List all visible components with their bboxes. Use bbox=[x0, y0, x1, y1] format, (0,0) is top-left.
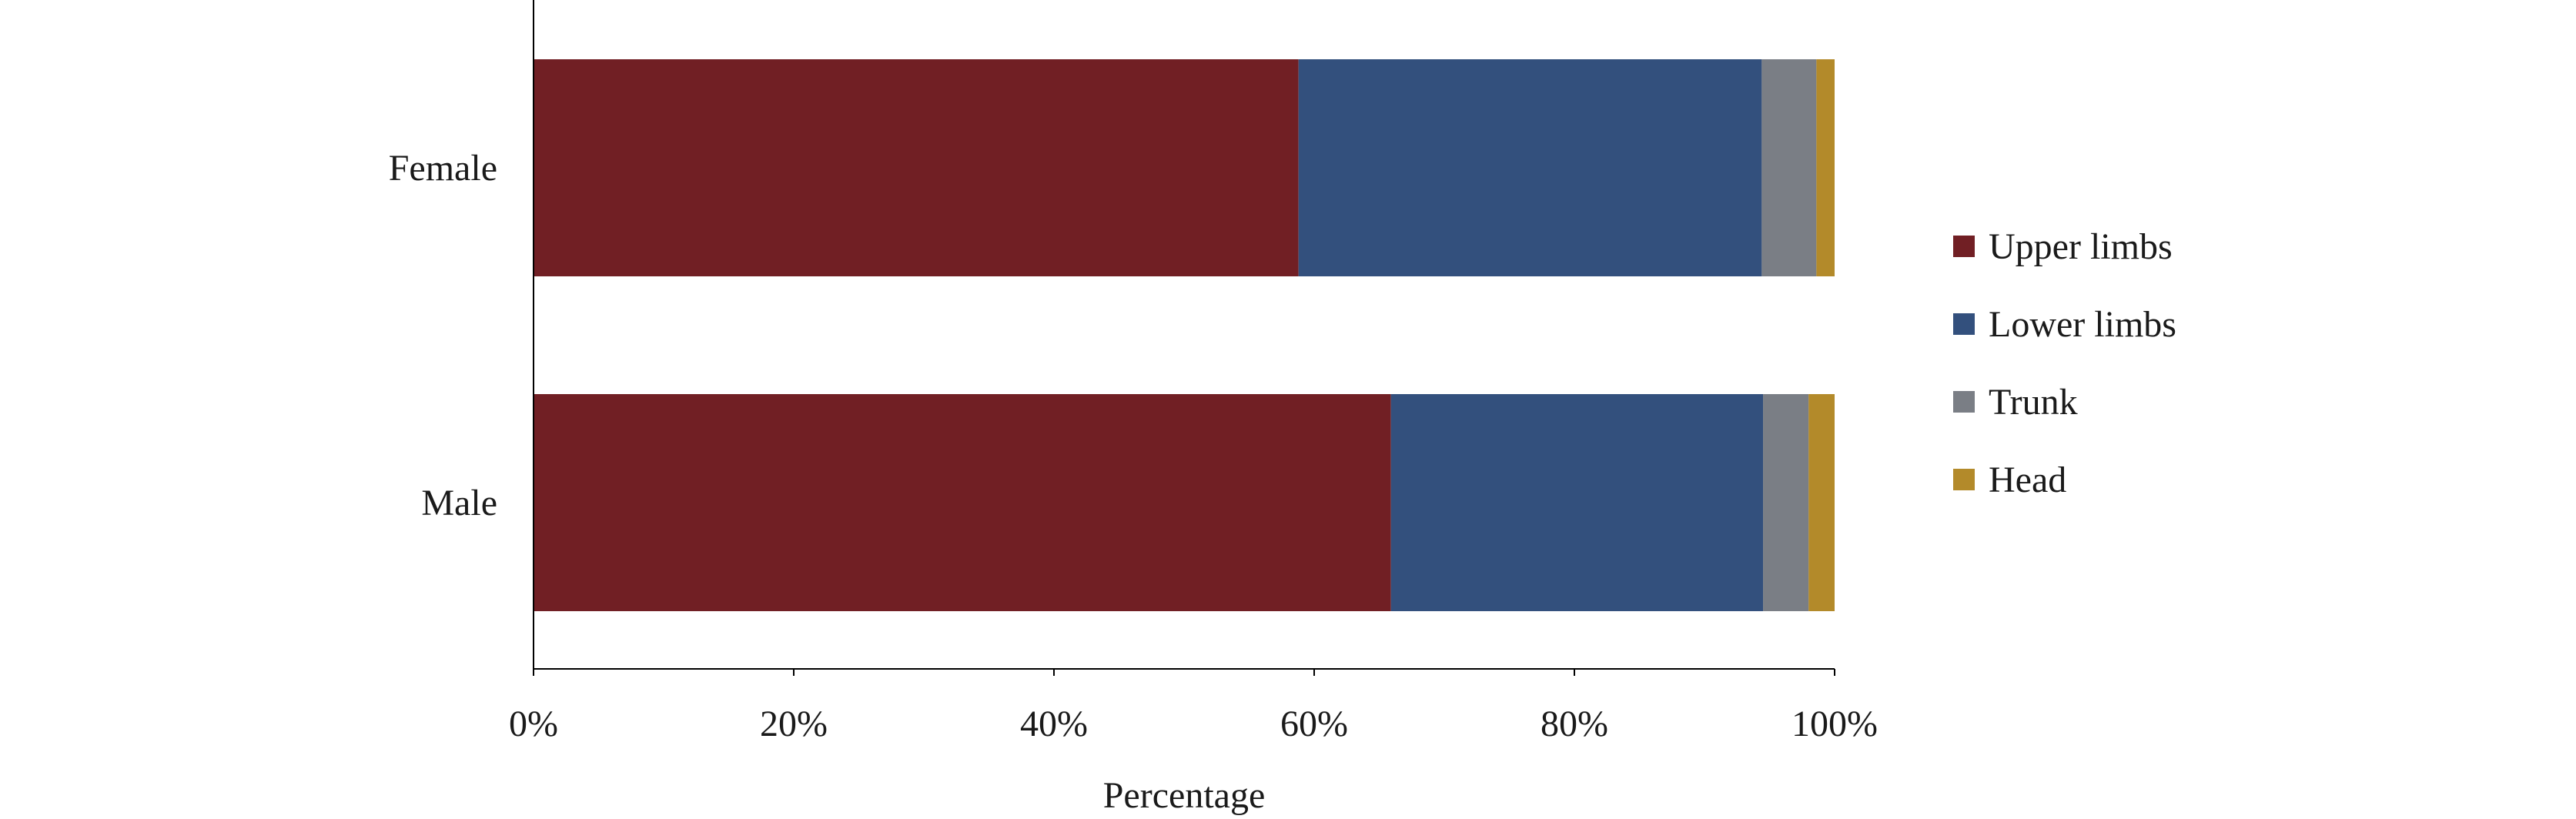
x-tick-label-80: 80% bbox=[1541, 704, 1608, 744]
bar-female-lower-limbs bbox=[1298, 59, 1762, 276]
bar-male-trunk bbox=[1763, 394, 1809, 611]
x-axis-title: Percentage bbox=[1103, 775, 1266, 816]
bar-female-trunk bbox=[1761, 59, 1817, 276]
category-label-female: Female bbox=[389, 148, 497, 189]
category-labels: Female Male bbox=[389, 148, 497, 523]
x-tick-label-100: 100% bbox=[1791, 704, 1878, 744]
x-axis-ticks: 0% 20% 40% 60% 80% 100% bbox=[509, 669, 1878, 744]
category-label-male: Male bbox=[421, 483, 497, 523]
bar-female-head bbox=[1816, 59, 1835, 276]
legend-swatch-trunk bbox=[1953, 391, 1975, 413]
bars-layer bbox=[534, 59, 1835, 611]
legend-swatch-lower-limbs bbox=[1953, 313, 1975, 335]
legend-label-upper-limbs: Upper limbs bbox=[1989, 226, 2173, 267]
legend-swatch-upper-limbs bbox=[1953, 236, 1975, 257]
x-tick-label-20: 20% bbox=[760, 704, 828, 744]
legend: Upper limbs Lower limbs Trunk Head bbox=[1953, 226, 2176, 500]
x-tick-label-40: 40% bbox=[1020, 704, 1088, 744]
x-tick-label-60: 60% bbox=[1280, 704, 1348, 744]
bar-male-upper-limbs bbox=[534, 394, 1391, 611]
legend-label-trunk: Trunk bbox=[1989, 382, 2078, 423]
legend-swatch-head bbox=[1953, 469, 1975, 490]
legend-label-head: Head bbox=[1989, 460, 2066, 500]
x-tick-label-0: 0% bbox=[509, 704, 558, 744]
bar-female-upper-limbs bbox=[534, 59, 1299, 276]
legend-label-lower-limbs: Lower limbs bbox=[1989, 304, 2176, 345]
bar-male-head bbox=[1808, 394, 1835, 611]
bar-male-lower-limbs bbox=[1390, 394, 1764, 611]
